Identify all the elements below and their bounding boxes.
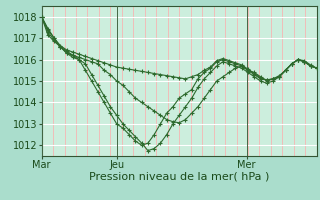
X-axis label: Pression niveau de la mer( hPa ): Pression niveau de la mer( hPa ) <box>89 172 269 182</box>
